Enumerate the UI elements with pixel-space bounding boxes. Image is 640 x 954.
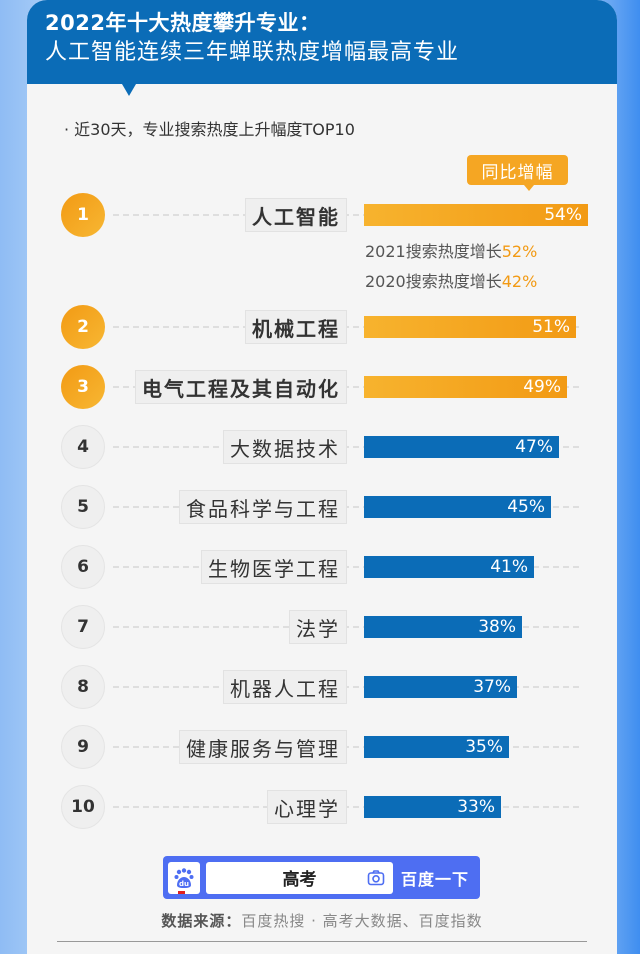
- rank-badge: 2: [61, 305, 105, 349]
- rank-badge: 6: [61, 545, 105, 589]
- ranking-row: 7 法学 38%: [27, 605, 617, 649]
- search-button[interactable]: 百度一下: [401, 869, 470, 889]
- value-text: 37%: [473, 677, 511, 697]
- value-bar: 54%: [364, 204, 588, 226]
- value-bar: 45%: [364, 496, 551, 518]
- major-label: 电气工程及其自动化: [135, 370, 347, 404]
- value-bar: 37%: [364, 676, 517, 698]
- major-label: 心理学: [267, 790, 347, 824]
- ranking-row: 1 人工智能 54%: [27, 193, 617, 237]
- infographic-card: 2022年十大热度攀升专业： 人工智能连续三年蝉联热度增幅最高专业 · 近30天…: [27, 0, 617, 954]
- major-label: 食品科学与工程: [179, 490, 347, 524]
- value-bar: 33%: [364, 796, 501, 818]
- page-title: 2022年十大热度攀升专业：: [45, 11, 321, 35]
- rank-badge: 3: [61, 365, 105, 409]
- baidu-search-bar[interactable]: du 高考 百度一下: [163, 856, 480, 899]
- page-subtitle: 人工智能连续三年蝉联热度增幅最高专业: [45, 40, 460, 65]
- rank-badge: 4: [61, 425, 105, 469]
- rank-badge: 1: [61, 193, 105, 237]
- value-bar: 51%: [364, 316, 576, 338]
- note-label: 2020搜索热度增长: [365, 272, 502, 291]
- ranking-row: 3 电气工程及其自动化 49%: [27, 365, 617, 409]
- source-label: 数据来源：: [161, 912, 242, 930]
- value-text: 47%: [515, 437, 553, 457]
- major-label: 机器人工程: [223, 670, 347, 704]
- value-bar: 49%: [364, 376, 567, 398]
- value-text: 38%: [478, 617, 516, 637]
- ranking-row: 4 大数据技术 47%: [27, 425, 617, 469]
- major-label: 法学: [289, 610, 347, 644]
- legend-tag: 同比增幅: [467, 155, 568, 191]
- value-bar: 38%: [364, 616, 522, 638]
- value-bar: 35%: [364, 736, 509, 758]
- ranking-row: 8 机器人工程 37%: [27, 665, 617, 709]
- source-text: 百度热搜 · 高考大数据、百度指数: [241, 912, 483, 930]
- major-label: 生物医学工程: [201, 550, 347, 584]
- data-source: 数据来源：百度热搜 · 高考大数据、百度指数: [27, 910, 617, 931]
- major-label: 人工智能: [245, 198, 347, 232]
- note-2020: 2020搜索热度增长42%: [365, 268, 537, 292]
- divider: [57, 941, 587, 942]
- value-bar: 41%: [364, 556, 534, 578]
- value-text: 54%: [544, 205, 582, 225]
- note-value: 42%: [501, 272, 538, 291]
- value-text: 35%: [465, 737, 503, 757]
- value-text: 33%: [457, 797, 495, 817]
- search-input[interactable]: 高考: [206, 861, 393, 894]
- note-value: 52%: [501, 242, 538, 261]
- baidu-paw-icon[interactable]: du: [168, 861, 200, 894]
- chart-subtitle: · 近30天，专业搜索热度上升幅度TOP10: [64, 120, 355, 139]
- note-label: 2021搜索热度增长: [365, 242, 502, 261]
- value-bar: 47%: [364, 436, 559, 458]
- value-text: 41%: [490, 557, 528, 577]
- ranking-row: 9 健康服务与管理 35%: [27, 725, 617, 769]
- svg-text:du: du: [179, 880, 189, 888]
- value-text: 49%: [523, 377, 561, 397]
- major-label: 健康服务与管理: [179, 730, 347, 764]
- major-label: 机械工程: [245, 310, 347, 344]
- rank-badge: 7: [61, 605, 105, 649]
- paw-icon: du: [174, 867, 194, 888]
- rank-badge: 8: [61, 665, 105, 709]
- value-text: 51%: [532, 317, 570, 337]
- header-pointer: [122, 84, 136, 96]
- camera-icon[interactable]: [367, 869, 385, 887]
- major-label: 大数据技术: [223, 430, 347, 464]
- rank-badge: 9: [61, 725, 105, 769]
- ranking-row: 6 生物医学工程 41%: [27, 545, 617, 589]
- note-2021: 2021搜索热度增长52%: [365, 238, 537, 262]
- ranking-row: 10 心理学 33%: [27, 785, 617, 829]
- header-banner: 2022年十大热度攀升专业： 人工智能连续三年蝉联热度增幅最高专业: [27, 0, 617, 84]
- rank-badge: 10: [61, 785, 105, 829]
- ranking-row: 2 机械工程 51%: [27, 305, 617, 349]
- search-query: 高考: [282, 870, 317, 890]
- ranking-row: 5 食品科学与工程 45%: [27, 485, 617, 529]
- value-text: 45%: [507, 497, 545, 517]
- rank-badge: 5: [61, 485, 105, 529]
